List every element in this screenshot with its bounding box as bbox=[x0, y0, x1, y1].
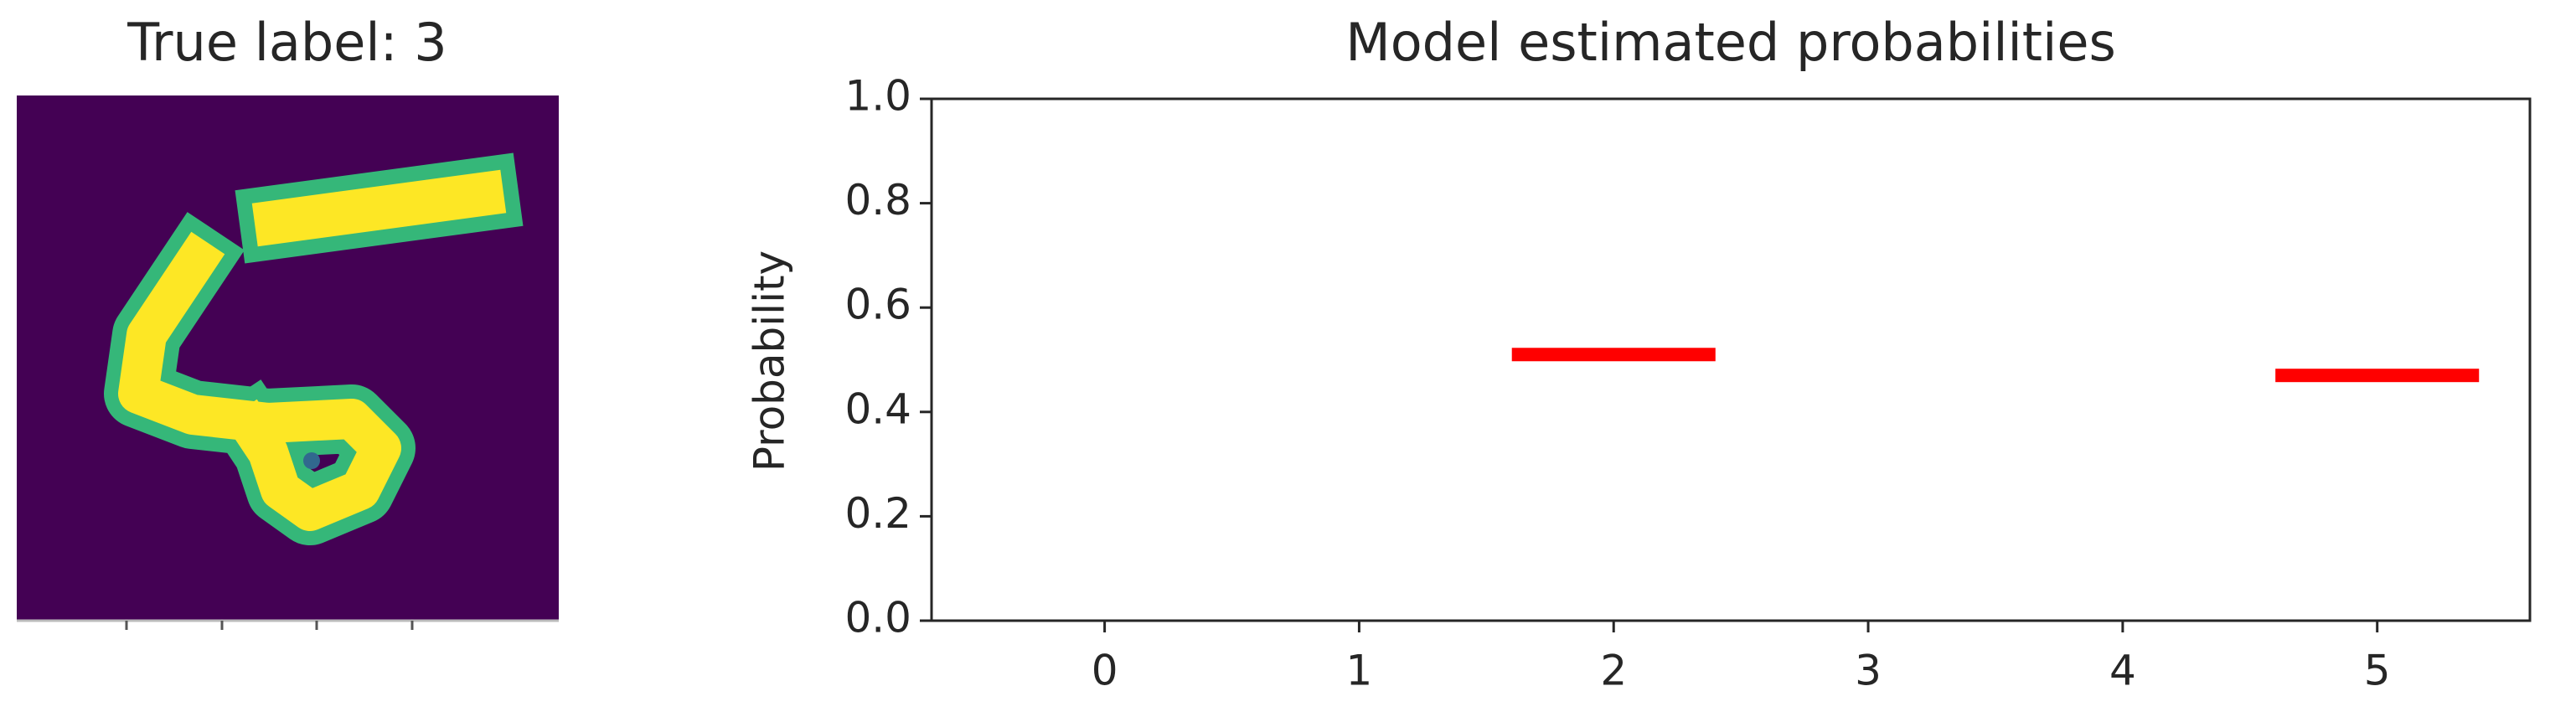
x-tick-label: 3 bbox=[1855, 647, 1882, 695]
digit-image bbox=[17, 95, 559, 630]
x-tick-label: 2 bbox=[1600, 647, 1627, 695]
y-tick-label: 0.0 bbox=[844, 594, 911, 642]
y-tick-label: 1.0 bbox=[844, 72, 911, 121]
chart-title: Model estimated probabilities bbox=[1345, 12, 2116, 73]
x-tick-label: 4 bbox=[2109, 647, 2136, 695]
x-tick-label: 1 bbox=[1346, 647, 1373, 695]
y-tick-label: 0.6 bbox=[844, 281, 911, 329]
y-axis-label: Probability bbox=[746, 250, 794, 472]
bar bbox=[2275, 369, 2480, 383]
axes-frame bbox=[930, 97, 2532, 622]
y-tick-label: 0.8 bbox=[844, 176, 911, 224]
x-tick-label: 0 bbox=[1092, 647, 1118, 695]
y-tick-label: 0.4 bbox=[844, 384, 911, 433]
image-title: True label: 3 bbox=[126, 12, 447, 73]
y-tick-label: 0.2 bbox=[844, 489, 911, 538]
bar bbox=[1511, 348, 1716, 362]
plot-area: 0.0 0.2 0.4 0.6 0.8 1.0 0 1 2 3 4 5 bbox=[844, 72, 2480, 695]
x-tick-label: 5 bbox=[2364, 647, 2391, 695]
